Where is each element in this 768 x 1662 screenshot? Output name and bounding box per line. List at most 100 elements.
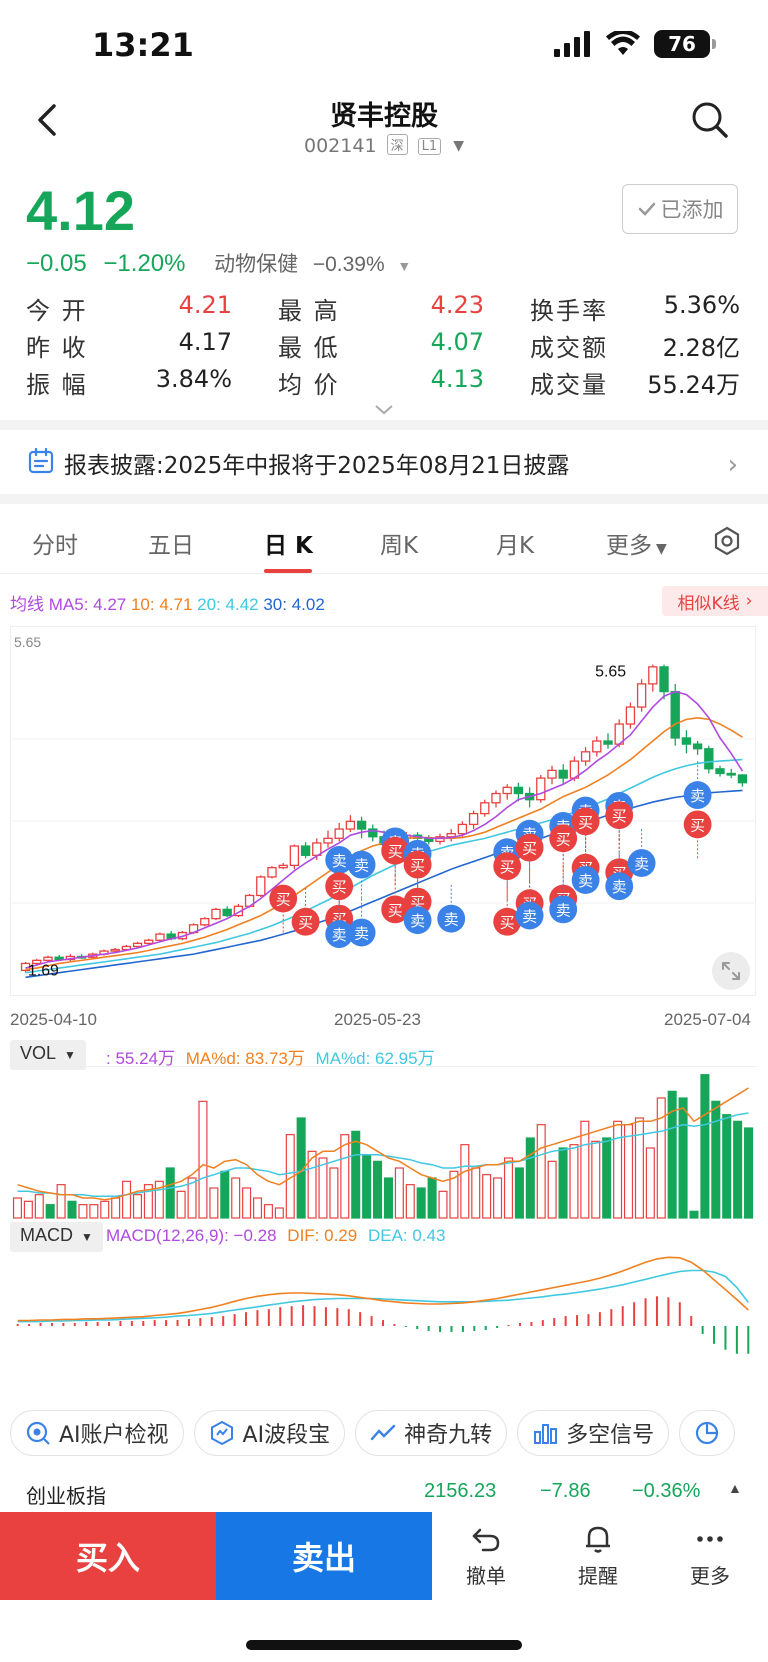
macd-hist-bar [39,1323,42,1326]
volume-bar [45,1204,55,1219]
macd-hist-bar [359,1312,362,1326]
volume-bar [383,1177,393,1219]
macd-dea-line [17,1269,749,1323]
volume-bar [744,1127,754,1219]
ai-band-button[interactable]: AI波段宝 [193,1410,346,1456]
candle-body [222,908,232,917]
volume-bar [482,1174,492,1219]
caret-down-icon: ▼ [656,541,667,557]
quote-row: 昨 收 4.17 最 低 4.07 成交额 2.28亿 [26,327,742,364]
date-end: 2025-07-04 [664,1010,751,1029]
candle-body [625,706,636,725]
candle-body [144,939,154,944]
sector-chevron-icon[interactable]: ▼ [397,258,412,274]
tool-label: 神奇九转 [404,1423,493,1448]
candle-body [43,956,53,961]
volume-bar [645,1147,655,1219]
buy-signal-badge [381,836,410,865]
more-dots-icon [697,1536,723,1542]
buy-signal-badge [291,907,320,936]
volume-bar [231,1177,241,1219]
macd-hist-bar [290,1306,293,1326]
macd-hist-bar [382,1320,384,1326]
candle-body [155,933,165,941]
cancel-order-button[interactable]: 撤单 [436,1522,536,1589]
volume-bar [547,1160,557,1219]
report-disclosure-bar[interactable]: 报表披露:2025年中报将于2025年08月21日披露 › [0,430,768,492]
more-button[interactable]: 更多 [660,1522,760,1589]
candle-body [121,945,132,951]
more-tools-button[interactable] [679,1410,736,1456]
candle-body [457,823,468,835]
long-short-signal-button[interactable]: 多空信号 [517,1410,670,1456]
sector-name[interactable]: 动物保健 [214,253,299,276]
volume-bar [100,1200,110,1219]
tab-monthly-k[interactable]: 月K [496,533,535,559]
date-start: 2025-04-10 [10,1010,97,1029]
macd-hist-bar [222,1316,225,1326]
vol-ma-a-line [17,1087,749,1201]
macd-hist-bar [108,1322,111,1326]
macd-hist-bar [530,1322,533,1326]
macd-indicator-select[interactable]: MACD ▼ [10,1222,103,1252]
volume-bar [634,1117,644,1219]
vol-indicator-select[interactable]: VOL ▼ [10,1040,86,1070]
signal-label: 卖 [354,857,369,875]
bell-icon [586,1526,610,1553]
sell-signal-badge [347,918,376,947]
macd-chart[interactable] [10,1252,756,1400]
volume-chart[interactable] [10,1066,756,1222]
volume-bar [12,1197,22,1219]
candle-body [659,666,669,693]
battery-icon: 76 [654,30,716,58]
volume-bar [394,1167,404,1219]
macd-hist-bar [713,1326,716,1344]
signal-label: 买 [332,878,347,896]
vol-label: VOL [20,1043,57,1063]
stock-code-line[interactable]: 002141 深 L1 ▼ [0,134,768,157]
volume-bar [503,1157,514,1219]
quote-label: 最 高 [278,297,340,325]
index-ticker-bar[interactable]: 创业板指 2156.23 −7.86 −0.36% ▲ [0,1466,768,1516]
macd-hist-bar [644,1298,647,1326]
ma5-value: MA5: 4.27 [48,595,127,614]
index-name: 创业板指 [26,1486,106,1508]
volume-bar [591,1140,601,1219]
volume-bar [122,1180,132,1219]
alert-button[interactable]: 提醒 [548,1522,648,1589]
candlestick-chart[interactable]: 5.655.651.69买卖买卖卖买卖买买买卖卖买买卖卖卖买卖买卖买卖买卖买买买… [10,626,756,996]
magic-nine-button[interactable]: 神奇九转 [355,1410,508,1456]
caret-up-icon[interactable]: ▲ [728,1480,742,1496]
tab-daily-k[interactable]: 日 K [264,533,313,559]
quote-label: 最 低 [278,334,340,362]
expand-chevron-icon[interactable] [374,404,394,416]
volume-bar [405,1184,415,1219]
back-arrow-icon[interactable] [30,102,66,138]
sell-signal-badge [627,849,656,877]
tab-more[interactable]: 更多 ▼ [606,526,667,560]
ma-prefix: 均线 [10,595,44,614]
tab-intraday[interactable]: 分时 [32,533,78,559]
candle-body [356,820,367,830]
macd-dif: DIF: 0.29 [287,1226,358,1245]
similar-k-button[interactable]: 相似K线 › [662,586,768,616]
settings-hexagon-icon[interactable] [712,526,742,556]
macd-hist-bar [701,1326,704,1334]
watchlist-added-button[interactable]: 已添加 [622,184,738,234]
signal-label: 买 [500,914,515,932]
volume-bar [351,1130,361,1219]
macd-params: MACD(12,26,9): −0.28 [106,1226,277,1245]
ai-account-review-button[interactable]: AI账户检视 [10,1410,184,1456]
tab-weekly-k[interactable]: 周K [380,533,419,559]
sell-button[interactable]: 卖出 [216,1512,432,1600]
tab-five-day[interactable]: 五日 [148,533,194,559]
buy-signal-badge [515,833,544,862]
fullscreen-expand-icon[interactable] [712,952,750,990]
search-icon[interactable] [690,100,730,140]
candle-body [278,864,288,869]
quote-value: 2.28亿 [662,334,740,362]
volume-bar [176,1190,186,1219]
macd-hist-bar [370,1316,373,1326]
buy-button[interactable]: 买入 [0,1512,216,1600]
quote-label: 成交额 [530,334,608,362]
